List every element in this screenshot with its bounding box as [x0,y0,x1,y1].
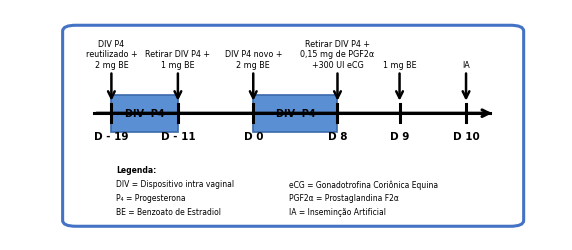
FancyBboxPatch shape [63,26,524,226]
Text: 1 mg BE: 1 mg BE [383,60,416,70]
Text: DIV  P4: DIV P4 [125,109,165,119]
Text: IA: IA [462,60,470,70]
Text: Retirar DIV P4 +
1 mg BE: Retirar DIV P4 + 1 mg BE [145,50,210,70]
Text: D 8: D 8 [328,131,347,141]
Text: DIV  P4: DIV P4 [276,109,315,119]
Text: P₄ = Progesterona: P₄ = Progesterona [116,194,185,202]
Text: eCG = Gonadotrofina Coriônica Equina: eCG = Gonadotrofina Coriônica Equina [289,180,438,189]
Text: D 0: D 0 [244,131,263,141]
Text: DIV = Dispositivo intra vaginal: DIV = Dispositivo intra vaginal [116,180,234,188]
Text: IA = Inseminção Artificial: IA = Inseminção Artificial [289,207,386,216]
Text: PGF2α = Prostaglandina F2α: PGF2α = Prostaglandina F2α [289,194,399,202]
FancyBboxPatch shape [112,96,178,132]
Text: D - 11: D - 11 [161,131,195,141]
Text: Retirar DIV P4 +
0,15 mg de PGF2α
+300 UI eCG: Retirar DIV P4 + 0,15 mg de PGF2α +300 U… [300,40,375,70]
Text: D 9: D 9 [390,131,409,141]
Text: Legenda:: Legenda: [116,166,156,175]
Text: D 10: D 10 [452,131,479,141]
FancyBboxPatch shape [253,96,337,132]
Text: DIV P4 novo +
2 mg BE: DIV P4 novo + 2 mg BE [224,50,282,70]
Text: BE = Benzoato de Estradiol: BE = Benzoato de Estradiol [116,207,221,216]
Text: D - 19: D - 19 [94,131,129,141]
Text: DIV P4
reutilizado +
2 mg BE: DIV P4 reutilizado + 2 mg BE [86,40,137,70]
